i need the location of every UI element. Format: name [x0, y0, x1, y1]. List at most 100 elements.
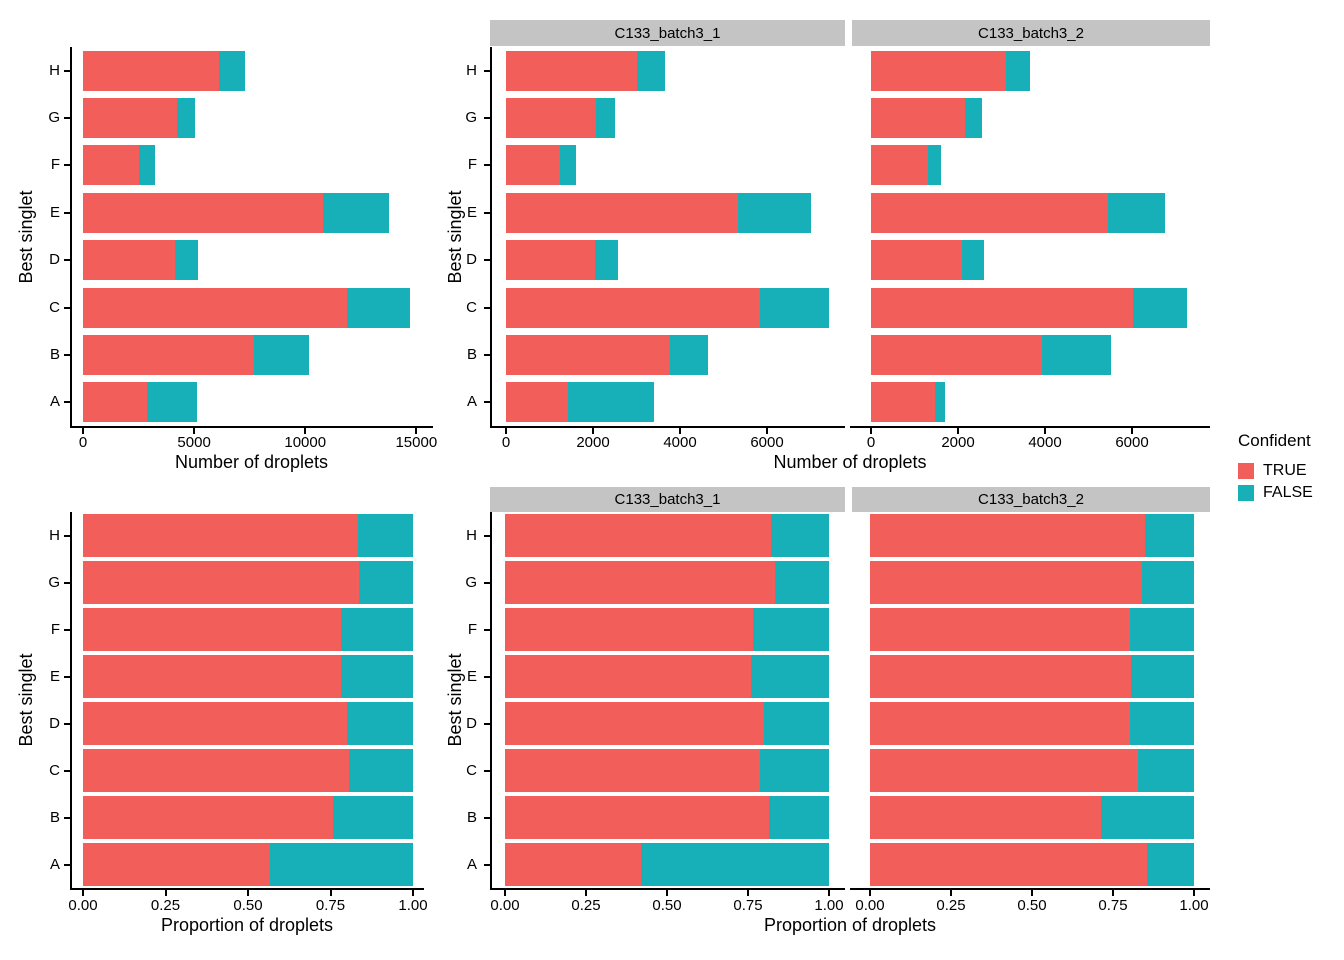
bar-segment-true	[83, 514, 359, 557]
x-tick-mark	[950, 890, 952, 896]
y-category-label: F	[467, 156, 477, 174]
y-category-label: D	[466, 714, 477, 732]
bar-segment-false	[139, 145, 155, 186]
y-category-label: G	[465, 109, 477, 127]
y-category-label: H	[49, 526, 60, 544]
facet-strip: C133_batch3_2	[852, 20, 1210, 46]
y-tick-mark	[484, 259, 490, 262]
x-tick-label: 0	[78, 434, 88, 451]
y-tick-mark	[64, 401, 70, 404]
bar-segment-true	[871, 287, 1133, 328]
y-axis-line	[490, 47, 492, 428]
y-category-label: C	[49, 761, 60, 779]
x-tick-label: 4000	[663, 434, 697, 451]
bar-segment-false	[770, 514, 829, 557]
x-tick-label: 6000	[750, 434, 784, 451]
x-axis-line	[850, 426, 1210, 428]
bar-segment-true	[870, 749, 1139, 792]
bar-segment-true	[871, 145, 928, 186]
bar-segment-false	[1142, 561, 1194, 604]
bar-segment-false	[636, 50, 666, 91]
bar-segment-true	[83, 608, 342, 651]
bar-segment-true	[83, 702, 348, 745]
y-category-label: F	[50, 156, 60, 174]
y-tick-mark	[484, 581, 490, 584]
bar-segment-true	[83, 98, 177, 139]
y-category-label: C	[466, 761, 477, 779]
bar-segment-false	[1100, 796, 1194, 839]
legend-items: TRUE FALSE	[1238, 462, 1313, 502]
x-tick-label: 0.00	[490, 897, 520, 914]
x-tick-mark	[747, 890, 749, 896]
y-category-label: A	[49, 393, 60, 411]
bar-segment-false	[1138, 749, 1194, 792]
bar-segment-true	[83, 145, 140, 186]
x-tick-mark	[193, 428, 196, 434]
bar-segment-true	[506, 287, 761, 328]
x-tick-label: 4000	[1028, 434, 1062, 451]
y-tick-mark	[64, 259, 70, 262]
x-tick-label: 0.25	[571, 897, 601, 914]
y-tick-mark	[484, 164, 490, 167]
x-axis-line	[70, 426, 433, 428]
bar-segment-false	[254, 334, 309, 375]
bar-segment-true	[870, 843, 1147, 886]
bar-segment-false	[1146, 843, 1194, 886]
y-tick-mark	[484, 769, 490, 772]
bar-segment-true	[505, 749, 760, 792]
bar-segment-false	[1129, 608, 1194, 651]
x-tick-mark	[679, 428, 681, 434]
y-category-label: F	[467, 620, 477, 638]
bar-segment-false	[1005, 50, 1030, 91]
bar-segment-true	[506, 382, 569, 423]
y-tick-mark	[64, 306, 70, 309]
y-category-label: G	[465, 573, 477, 591]
bar-segment-true	[83, 796, 334, 839]
y-tick-mark	[484, 211, 490, 214]
bar-segment-false	[269, 843, 413, 886]
y-category-label: B	[466, 808, 477, 826]
y-axis-line	[490, 512, 492, 890]
bar-segment-true	[506, 192, 738, 233]
x-tick-label: 1.00	[398, 897, 428, 914]
x-tick-label: 6000	[1115, 434, 1149, 451]
bar-segment-false	[147, 382, 197, 423]
bar-segment-true	[83, 655, 342, 698]
x-tick-label: 0.50	[1017, 897, 1047, 914]
y-axis-title: Best singlet	[445, 653, 465, 747]
y-tick-mark	[64, 675, 70, 678]
y-category-label: G	[48, 109, 60, 127]
bar-segment-false	[964, 98, 983, 139]
y-axis-title: Best singlet	[445, 189, 465, 284]
y-tick-mark	[64, 628, 70, 631]
y-axis-title: Best singlet	[16, 189, 36, 284]
bar-segment-false	[1132, 287, 1188, 328]
x-tick-mark	[870, 428, 872, 434]
x-tick-label: 1.00	[1179, 897, 1209, 914]
x-tick-label: 0.25	[150, 897, 181, 914]
y-tick-mark	[64, 69, 70, 72]
y-category-label: E	[49, 203, 60, 221]
x-tick-label: 0.25	[936, 897, 966, 914]
x-tick-label: 15000	[395, 434, 438, 451]
y-tick-mark	[64, 353, 70, 356]
y-category-label: G	[48, 573, 60, 591]
bar-segment-false	[333, 796, 413, 839]
y-tick-mark	[64, 117, 70, 120]
legend-entry-true: TRUE	[1238, 462, 1313, 480]
x-tick-label: 0.75	[1098, 897, 1128, 914]
bar-segment-false	[763, 702, 829, 745]
bar-segment-true	[83, 382, 148, 423]
y-tick-mark	[64, 816, 70, 819]
x-tick-mark	[666, 890, 668, 896]
x-tick-label: 5000	[177, 434, 211, 451]
y-category-label: B	[466, 345, 477, 363]
x-tick-mark	[766, 428, 768, 434]
y-axis-line	[70, 512, 72, 890]
bar-segment-false	[927, 145, 942, 186]
x-tick-label: 0.00	[68, 897, 98, 914]
bar-segment-false	[1145, 514, 1194, 557]
x-tick-mark	[247, 890, 249, 896]
bar-segment-true	[870, 655, 1132, 698]
